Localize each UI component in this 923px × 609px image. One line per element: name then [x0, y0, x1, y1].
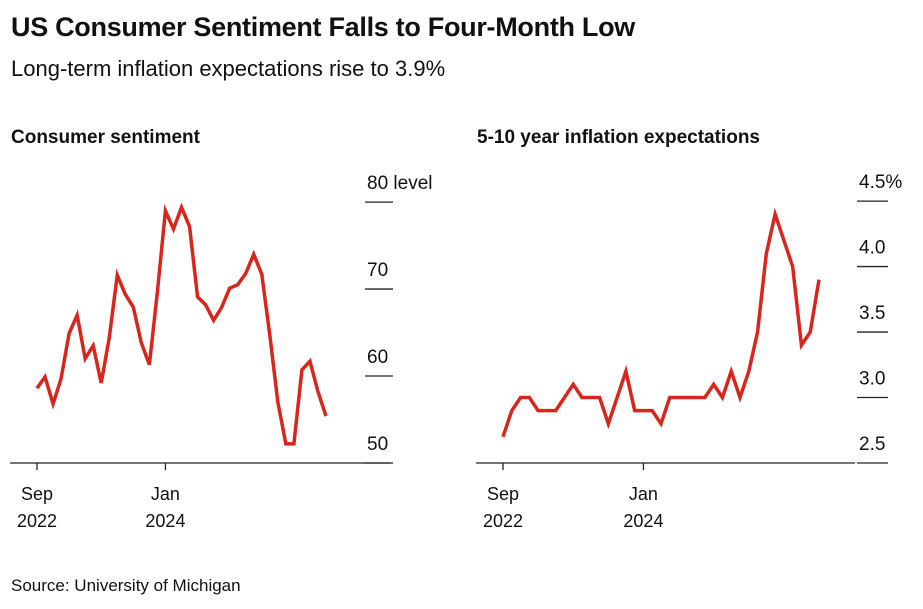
- y-tick-label: 2.5: [859, 434, 885, 455]
- x-tick-label: Sep 2022: [482, 484, 524, 531]
- y-tick-label: 4.5%: [859, 172, 902, 193]
- y-tick-label: 3.5: [859, 303, 885, 324]
- x-tick-label: Jan 2024: [145, 484, 186, 531]
- y-tick-label: 70: [367, 260, 388, 281]
- x-tick-label: Sep 2022: [16, 484, 58, 531]
- title: US Consumer Sentiment Falls to Four-Mont…: [11, 12, 635, 42]
- y-tick-label: 4.0: [859, 238, 885, 259]
- y-tick-label: 3.0: [859, 369, 885, 390]
- y-tick-label: 80 level: [367, 173, 433, 194]
- y-tick-label: 60: [367, 347, 388, 368]
- chart-title: Consumer sentiment: [11, 127, 200, 148]
- subtitle: Long-term inflation expectations rise to…: [11, 56, 446, 81]
- source: Source: University of Michigan: [11, 576, 241, 595]
- y-tick-label: 50: [367, 434, 388, 455]
- chart-title: 5-10 year inflation expectations: [477, 127, 760, 148]
- line: [35, 202, 328, 446]
- line: [501, 207, 821, 438]
- x-tick-label: Jan 2024: [623, 484, 664, 531]
